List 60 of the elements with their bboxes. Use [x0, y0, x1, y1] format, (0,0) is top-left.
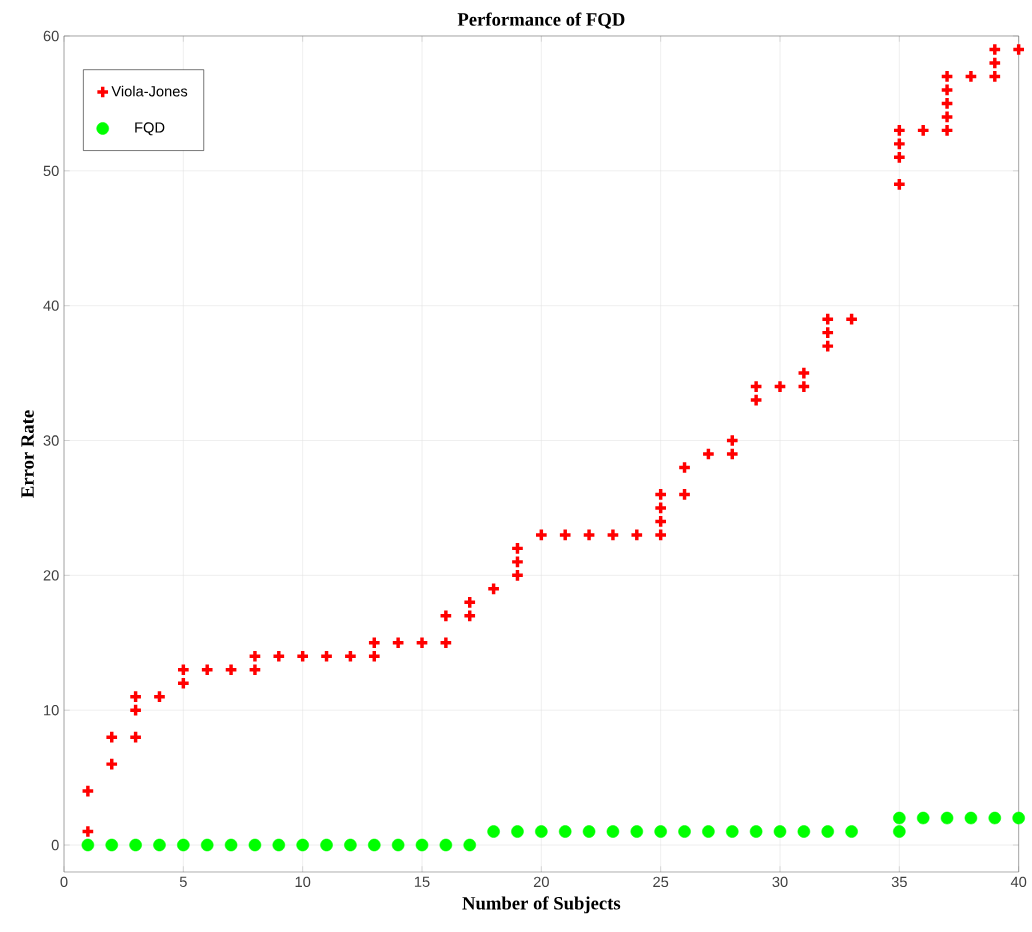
point	[129, 838, 142, 852]
y-tick-label: 0	[51, 839, 59, 851]
x-tick-label: 35	[891, 876, 907, 888]
y-tick-label: 40	[43, 300, 59, 311]
point	[964, 811, 978, 825]
point	[463, 838, 477, 852]
point	[893, 811, 906, 825]
point	[415, 838, 429, 852]
x-axis-title: Number of Subjects	[462, 896, 621, 914]
point	[726, 825, 739, 838]
point	[749, 825, 763, 838]
point	[916, 811, 930, 825]
point	[606, 825, 620, 838]
legend-label: FQD	[135, 122, 165, 136]
point	[893, 825, 906, 838]
point	[368, 838, 381, 852]
point	[105, 838, 119, 852]
y-tick-label: 60	[43, 30, 59, 42]
x-tick-label: 5	[179, 876, 187, 887]
point	[630, 825, 644, 838]
point	[296, 838, 309, 852]
point	[81, 838, 95, 852]
y-tick-label: 30	[43, 435, 59, 446]
x-tick-label: 30	[772, 876, 788, 888]
point	[439, 838, 453, 852]
point	[177, 838, 190, 852]
point	[702, 825, 715, 838]
point	[391, 838, 405, 852]
point	[224, 838, 238, 852]
x-tick-label: 40	[1010, 876, 1027, 888]
point	[535, 825, 548, 838]
x-tick-label: 15	[414, 876, 430, 887]
y-axis-title: Error Rate	[21, 410, 34, 498]
x-tick-label: 10	[295, 876, 311, 888]
point	[940, 811, 954, 825]
point	[487, 825, 500, 838]
x-tick-label: 0	[60, 876, 68, 888]
point	[845, 825, 858, 838]
legend-label: Viola-Jones	[111, 85, 188, 97]
y-tick-label: 20	[43, 570, 59, 581]
point	[272, 838, 286, 852]
point	[654, 825, 667, 838]
point	[582, 825, 596, 838]
y-tick-label: 10	[44, 705, 59, 716]
point	[511, 825, 524, 838]
point	[797, 825, 811, 838]
point	[773, 825, 787, 838]
point	[678, 825, 691, 838]
point	[344, 838, 357, 852]
point	[200, 838, 214, 852]
y-tick-label: 50	[43, 165, 59, 177]
point	[988, 811, 1002, 825]
chart-title: Performance of FQD	[457, 12, 625, 29]
point	[821, 825, 834, 838]
point	[320, 838, 333, 852]
point	[558, 825, 572, 838]
x-tick-label: 20	[533, 876, 549, 888]
x-tick-label: 25	[653, 876, 669, 888]
point	[153, 838, 166, 852]
point	[248, 838, 262, 852]
